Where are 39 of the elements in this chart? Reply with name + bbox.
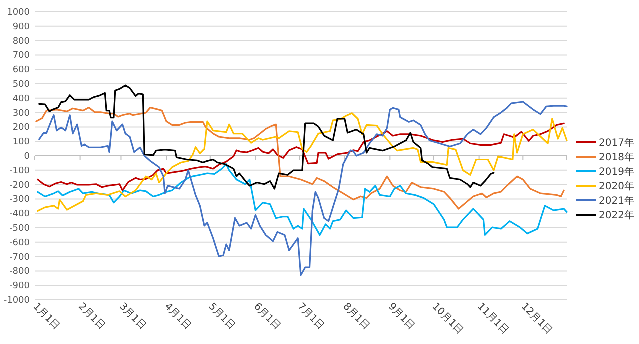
y-tick-label: -800: [10, 267, 30, 278]
x-tick-label: 5月1日: [206, 301, 238, 332]
y-tick-label: -1000: [4, 296, 30, 306]
y-tick-label: 700: [12, 51, 30, 62]
y-tick-label: -100: [10, 166, 30, 176]
y-tick-label: -500: [10, 224, 30, 234]
y-tick-label: 800: [12, 36, 30, 47]
y-tick-label: -900: [10, 282, 30, 292]
x-tick-label: 2月1日: [76, 301, 108, 332]
y-tick-label: -300: [10, 195, 30, 206]
x-tick-label: 9月1日: [386, 301, 417, 332]
y-tick-label: 500: [12, 80, 30, 90]
legend-label: 2019年: [599, 166, 634, 178]
y-tick-label: -400: [10, 210, 30, 220]
x-tick-label: 12月1日: [519, 301, 554, 337]
y-tick-label: 1000: [7, 8, 30, 18]
legend-label: 2021年: [599, 195, 634, 207]
legend-label: 2018年: [599, 152, 634, 164]
y-tick-label: 100: [12, 138, 30, 148]
y-tick-label: 0: [24, 152, 30, 162]
x-tick-label: 3月1日: [117, 301, 148, 332]
legend-label: 2017年: [599, 137, 634, 149]
y-tick-label: -700: [10, 252, 30, 263]
y-tick-label: -200: [10, 180, 30, 191]
legend-label: 2020年: [599, 180, 634, 192]
y-tick-label: 200: [12, 123, 30, 134]
legend-label: 2022年: [599, 210, 634, 222]
x-tick-label: 6月1日: [252, 301, 282, 332]
y-tick-label: 600: [12, 66, 30, 76]
x-tick-label: 7月1日: [295, 301, 326, 332]
x-tick-label: 11月1日: [475, 301, 511, 337]
x-tick-label: 4月1日: [162, 301, 194, 332]
x-tick-label: 10月1日: [430, 301, 466, 337]
x-tick-label: 8月1日: [340, 301, 372, 332]
x-tick-label: 1月1日: [30, 301, 62, 332]
y-tick-label: 300: [12, 108, 30, 119]
y-tick-label: 400: [12, 94, 30, 104]
y-tick-label: -600: [10, 238, 30, 248]
y-tick-label: 900: [12, 22, 30, 32]
